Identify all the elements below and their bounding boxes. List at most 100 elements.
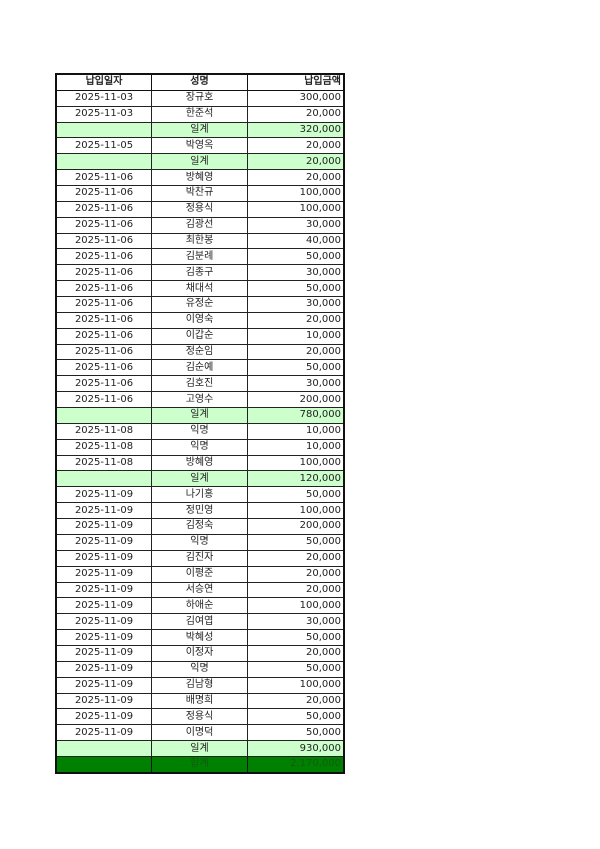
date-cell: 2025-11-09 <box>55 644 152 662</box>
date-cell: 2025-11-08 <box>55 422 152 440</box>
date-cell: 2025-11-09 <box>55 692 152 710</box>
amount-cell: 10,000 <box>247 438 345 456</box>
name-cell: 김남형 <box>151 676 248 694</box>
date-cell: 2025-11-06 <box>55 248 152 266</box>
table-row: 2025-11-06 채대석 50,000 <box>55 280 345 298</box>
name-cell: 한준석 <box>151 105 248 123</box>
table-row: 2025-11-05 박영옥 20,000 <box>55 137 345 155</box>
subtotal-row: 일계 20,000 <box>55 153 345 171</box>
name-cell: 하애순 <box>151 597 248 615</box>
table-row: 2025-11-09 서승연 20,000 <box>55 581 345 599</box>
amount-cell: 10,000 <box>247 327 345 345</box>
table-row: 2025-11-09 이명덕 50,000 <box>55 724 345 742</box>
amount-cell: 50,000 <box>247 629 345 646</box>
table-row: 2025-11-06 이영숙 20,000 <box>55 311 345 329</box>
amount-cell: 20,000 <box>247 692 345 710</box>
name-cell: 채대석 <box>151 280 248 298</box>
table-row: 2025-11-06 김순예 50,000 <box>55 359 345 377</box>
date-cell <box>55 153 152 171</box>
date-cell: 2025-11-09 <box>55 676 152 694</box>
date-cell: 2025-11-03 <box>55 105 152 123</box>
date-cell: 2025-11-06 <box>55 232 152 250</box>
amount-cell: 50,000 <box>247 486 345 504</box>
amount-cell: 50,000 <box>247 660 345 678</box>
date-cell: 2025-11-06 <box>55 375 152 393</box>
table-row: 2025-11-09 정용식 50,000 <box>55 708 345 726</box>
amount-cell: 50,000 <box>247 248 345 266</box>
date-cell <box>55 740 152 757</box>
name-cell: 이정자 <box>151 644 248 662</box>
date-cell: 2025-11-06 <box>55 391 152 409</box>
amount-cell: 100,000 <box>247 454 345 472</box>
amount-cell: 30,000 <box>247 216 345 234</box>
name-cell: 김광선 <box>151 216 248 234</box>
date-cell: 2025-11-08 <box>55 438 152 456</box>
subtotal-row: 일계 930,000 <box>55 740 345 757</box>
amount-cell: 20,000 <box>247 644 345 662</box>
date-cell: 2025-11-06 <box>55 264 152 282</box>
date-cell: 2025-11-06 <box>55 343 152 361</box>
amount-cell: 320,000 <box>247 121 345 139</box>
name-cell: 김여엽 <box>151 613 248 631</box>
table-row: 2025-11-06 최한봉 40,000 <box>55 232 345 250</box>
name-cell: 익명 <box>151 438 248 456</box>
amount-cell: 930,000 <box>247 740 345 757</box>
name-cell: 이갑순 <box>151 327 248 345</box>
date-cell: 2025-11-09 <box>55 565 152 583</box>
subtotal-row: 일계 120,000 <box>55 470 345 488</box>
table-row: 2025-11-09 박혜성 50,000 <box>55 629 345 646</box>
table-row: 2025-11-09 배명희 20,000 <box>55 692 345 710</box>
name-cell: 정용식 <box>151 200 248 218</box>
name-cell: 일계 <box>151 121 248 139</box>
date-cell: 2025-11-09 <box>55 549 152 567</box>
name-cell: 정순임 <box>151 343 248 361</box>
amount-cell: 20,000 <box>247 137 345 155</box>
name-cell: 정용식 <box>151 708 248 726</box>
date-cell: 2025-11-06 <box>55 185 152 202</box>
table-row: 2025-11-09 김여엽 30,000 <box>55 613 345 631</box>
name-cell: 김순예 <box>151 359 248 377</box>
amount-cell: 30,000 <box>247 613 345 631</box>
table-row: 2025-11-06 정순임 20,000 <box>55 343 345 361</box>
amount-cell: 50,000 <box>247 359 345 377</box>
table-row: 2025-11-09 김진자 20,000 <box>55 549 345 567</box>
amount-cell: 30,000 <box>247 375 345 393</box>
date-cell: 2025-11-06 <box>55 296 152 313</box>
amount-cell: 10,000 <box>247 422 345 440</box>
header-name: 성명 <box>151 73 248 91</box>
date-cell: 2025-11-09 <box>55 724 152 742</box>
date-cell: 2025-11-09 <box>55 486 152 504</box>
amount-cell: 30,000 <box>247 264 345 282</box>
amount-cell: 200,000 <box>247 391 345 409</box>
date-cell: 2025-11-08 <box>55 454 152 472</box>
amount-cell: 20,000 <box>247 565 345 583</box>
name-cell: 김정숙 <box>151 518 248 535</box>
table-row: 2025-11-06 정용식 100,000 <box>55 200 345 218</box>
name-cell: 최한봉 <box>151 232 248 250</box>
table-row: 2025-11-06 김광선 30,000 <box>55 216 345 234</box>
amount-cell: 100,000 <box>247 185 345 202</box>
date-cell: 2025-11-09 <box>55 502 152 520</box>
amount-cell: 50,000 <box>247 724 345 742</box>
date-cell: 2025-11-06 <box>55 280 152 298</box>
date-cell <box>55 121 152 139</box>
name-cell: 박찬규 <box>151 185 248 202</box>
table-row: 2025-11-03 장규호 300,000 <box>55 89 345 107</box>
name-cell: 김분례 <box>151 248 248 266</box>
name-cell: 이명덕 <box>151 724 248 742</box>
date-cell: 2025-11-09 <box>55 708 152 726</box>
name-cell: 장규호 <box>151 89 248 107</box>
name-cell: 일계 <box>151 407 248 424</box>
amount-cell: 780,000 <box>247 407 345 424</box>
date-cell: 2025-11-06 <box>55 327 152 345</box>
date-cell: 2025-11-06 <box>55 311 152 329</box>
date-cell: 2025-11-03 <box>55 89 152 107</box>
date-cell: 2025-11-09 <box>55 660 152 678</box>
name-cell: 정민영 <box>151 502 248 520</box>
amount-cell: 50,000 <box>247 280 345 298</box>
total-row: 합계 2,170,000 <box>55 755 345 774</box>
table-row: 2025-11-06 김분례 50,000 <box>55 248 345 266</box>
header-amount: 납입금액 <box>247 73 345 91</box>
table-row: 2025-11-06 방혜영 20,000 <box>55 169 345 187</box>
date-cell: 2025-11-05 <box>55 137 152 155</box>
